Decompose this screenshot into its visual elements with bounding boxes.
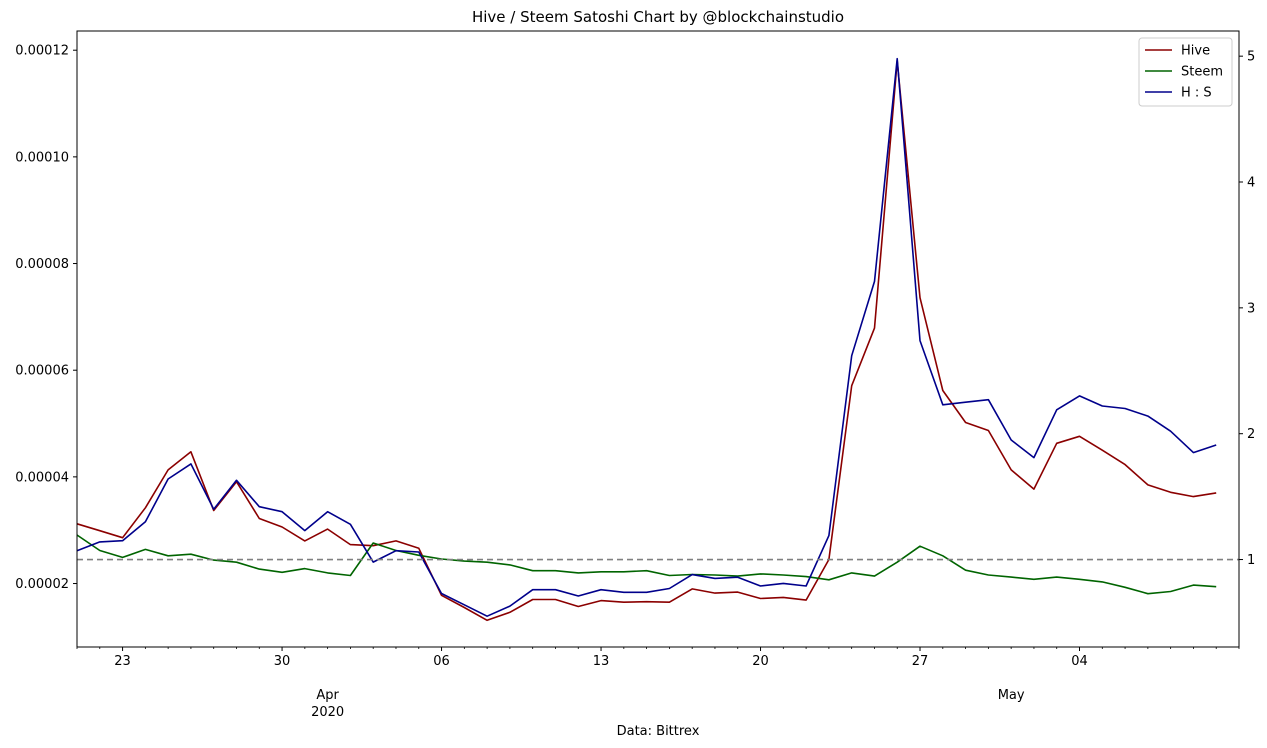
x-tick-label: 04 [1071,654,1088,669]
legend-label: H : S [1181,86,1212,101]
y-left-tick-label: 0.00010 [15,150,69,165]
legend-box [1138,37,1233,107]
x-tick-label: 27 [912,654,929,669]
y-left-tick-label: 0.00006 [15,364,69,379]
chart-title: Hive / Steem Satoshi Chart by @blockchai… [472,8,844,26]
x-tick-label: 20 [752,654,769,669]
x-tick-label: 06 [433,654,450,669]
y-right-tick-label: 2 [1247,427,1255,442]
x-tick-label: 13 [593,654,610,669]
series-line-hive [76,60,1217,622]
x-month-label: Apr [316,688,339,703]
plot-frame [76,30,1240,648]
y-right-tick-label: 5 [1247,50,1255,65]
legend-label: Steem [1181,65,1223,80]
y-left-tick-label: 0.00002 [15,577,69,592]
y-left-tick-label: 0.00008 [15,257,69,272]
x-year-label: 2020 [311,705,344,720]
y-right-tick-label: 4 [1247,176,1255,191]
legend-label: Hive [1181,44,1210,59]
x-tick-label: 30 [274,654,291,669]
series-line-steem [76,534,1217,595]
y-left-tick-label: 0.00012 [15,44,69,59]
series-line-h-s [76,57,1217,618]
x-tick-label: 23 [114,654,131,669]
y-left-tick-label: 0.00004 [15,470,69,485]
y-right-tick-label: 1 [1247,553,1255,568]
x-month-label: May [998,688,1025,703]
x-axis-label: Data: Bittrex [617,724,700,739]
y-right-tick-label: 3 [1247,301,1255,316]
